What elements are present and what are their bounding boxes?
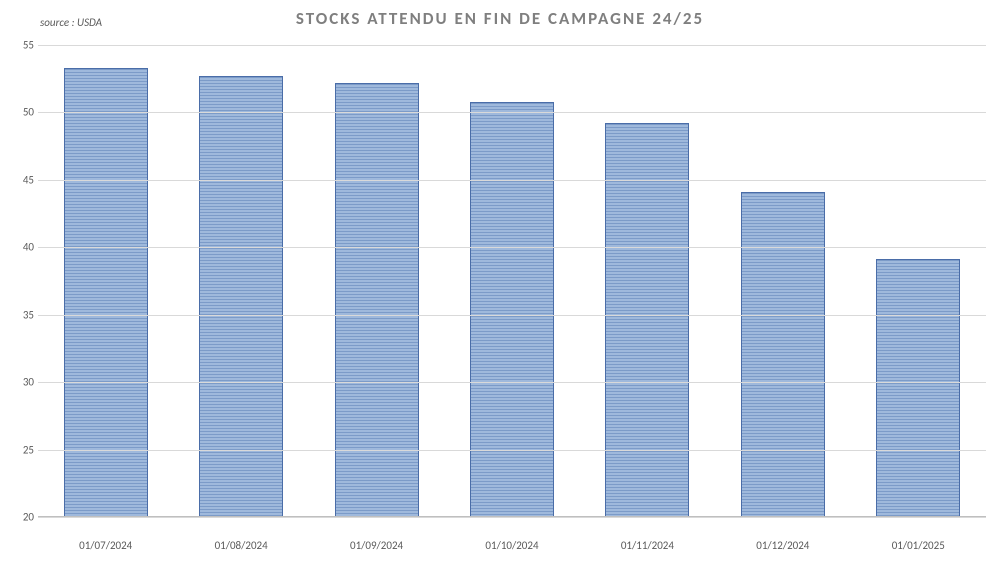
x-tick-label: 01/11/2024 [580,539,715,552]
bar-slot [38,45,173,517]
y-tick-label: 30 [10,376,34,389]
gridline [38,112,986,113]
bar-slot [173,45,308,517]
bar [876,259,960,517]
bar [335,83,419,517]
gridline [38,180,986,181]
bar-slot [851,45,986,517]
source-label: source : USDA [40,16,102,29]
x-tick-label: 01/10/2024 [444,539,579,552]
x-tick-label: 01/01/2025 [851,539,986,552]
bar-slot [715,45,850,517]
bar [741,192,825,517]
gridline [38,45,986,46]
x-tick-label: 01/12/2024 [715,539,850,552]
x-tick-label: 01/07/2024 [38,539,173,552]
gridline [38,247,986,248]
bar [470,102,554,517]
y-tick-label: 20 [10,511,34,524]
y-tick-label: 40 [10,241,34,254]
chart-container: STOCKS ATTENDU EN FIN DE CAMPAGNE 24/25 … [0,0,1000,562]
gridline [38,450,986,451]
y-tick-label: 25 [10,443,34,456]
chart-title: STOCKS ATTENDU EN FIN DE CAMPAGNE 24/25 [0,8,1000,29]
bar [605,123,689,517]
bar-slot [444,45,579,517]
bar-slot [309,45,444,517]
y-tick-label: 35 [10,308,34,321]
x-axis-labels: 01/07/202401/08/202401/09/202401/10/2024… [38,539,986,552]
y-tick-label: 55 [10,39,34,52]
plot-area: 2025303540455055 [38,45,986,517]
gridline [38,315,986,316]
gridline [38,382,986,383]
x-tick-label: 01/09/2024 [309,539,444,552]
bars-row [38,45,986,517]
y-tick-label: 45 [10,173,34,186]
gridline [38,517,986,518]
y-tick-label: 50 [10,106,34,119]
bar [199,76,283,517]
x-tick-label: 01/08/2024 [173,539,308,552]
bar-slot [580,45,715,517]
